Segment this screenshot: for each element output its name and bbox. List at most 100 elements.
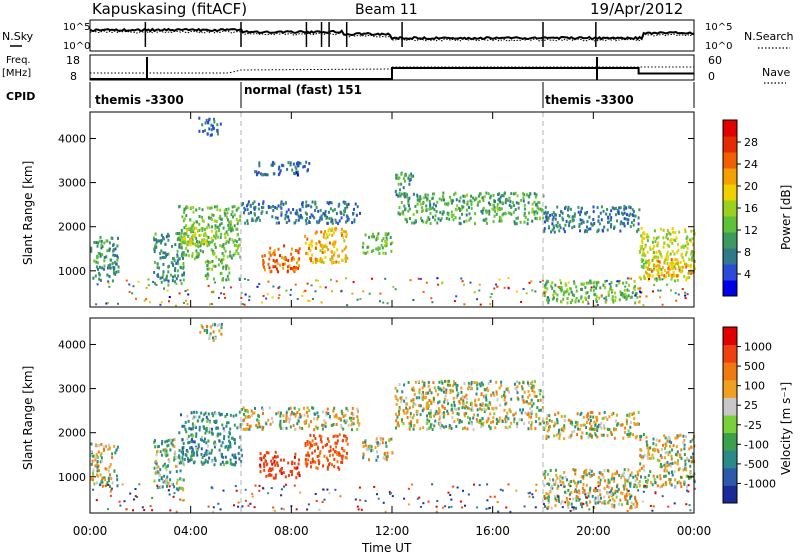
heatmap-cell-16 — [690, 271, 693, 275]
heatmap-cell-11 — [669, 464, 672, 468]
heatmap-cell-12 — [429, 204, 432, 208]
heatmap-cell-8 — [463, 426, 466, 430]
heatmap-cell-8 — [291, 247, 294, 251]
heatmap-cell-8 — [537, 399, 540, 403]
heatmap-cell-7 — [386, 451, 389, 455]
heatmap-cell-12 — [489, 196, 492, 200]
heatmap-cell-4 — [351, 406, 354, 410]
heatmap-cell-0 — [90, 462, 93, 466]
heatmap-cell-16 — [667, 265, 670, 269]
heatmap-cell-1 — [164, 466, 167, 470]
heatmap-scatter-cell — [277, 287, 280, 289]
heatmap-cell-11 — [659, 474, 662, 477]
heatmap-cell-8 — [268, 266, 271, 270]
heatmap-cell-10 — [590, 425, 593, 429]
heatmap-cell-9 — [627, 476, 630, 480]
heatmap-cell-2 — [178, 456, 181, 460]
heatmap-cell-8 — [406, 416, 409, 419]
heatmap-cell-8 — [284, 258, 287, 261]
heatmap-cell-6 — [257, 216, 260, 220]
heatmap-cell-16 — [663, 259, 666, 263]
heatmap-cell-5 — [222, 257, 225, 261]
heatmap-cell-2 — [180, 246, 183, 250]
x-axis-tick-labels: 00:00 04:00 08:00 12:00 16:00 20:00 00:00 — [73, 524, 712, 538]
heatmap-cell-14 — [605, 212, 608, 216]
heatmap-scatter-cell — [609, 499, 612, 502]
heatmap-cell-11 — [394, 189, 397, 193]
heatmap-cell-0 — [96, 473, 98, 477]
heatmap-cell-2 — [187, 459, 190, 463]
heatmap-scatter-cell — [688, 504, 691, 507]
heatmap-scatter-cell — [110, 487, 113, 490]
heatmap-cell-2 — [190, 458, 193, 462]
heatmap-cell-15 — [687, 242, 690, 246]
heatmap-cell-10 — [391, 241, 394, 245]
heatmap-cell-16 — [690, 263, 692, 267]
heatmap-cell-4 — [198, 129, 201, 133]
heatmap-cell-9 — [569, 492, 571, 496]
heatmap-cell-3 — [195, 226, 198, 230]
heatmap-cell-6 — [251, 219, 254, 222]
heatmap-cell-4 — [313, 412, 316, 416]
heatmap-cell-8 — [494, 426, 497, 430]
heatmap-cell-3 — [192, 228, 195, 232]
heatmap-cell-10 — [625, 422, 628, 426]
heatmap-cell-15 — [662, 245, 665, 249]
heatmap-cell-8 — [522, 400, 525, 404]
heatmap-scatter-cell — [267, 280, 270, 283]
heatmap-cell-4 — [285, 419, 288, 423]
heatmap-cell-12 — [403, 192, 406, 196]
heatmap-cell-2 — [220, 412, 223, 416]
heatmap-cell-10 — [380, 243, 383, 247]
heatmap-cell-8 — [536, 406, 539, 410]
heatmap-cell-2 — [185, 232, 188, 236]
heatmap-cell-6 — [292, 208, 295, 211]
heatmap-cell-6 — [242, 202, 244, 205]
heatmap-cell-11 — [684, 462, 687, 466]
heatmap-cell-2 — [234, 239, 237, 243]
heatmap-cell-6 — [347, 217, 350, 221]
heatmap-cell-12 — [510, 212, 513, 216]
heatmap-cell-2 — [203, 461, 206, 465]
heatmap-cell-11 — [400, 182, 403, 186]
heatmap-cell-1 — [170, 273, 172, 277]
heatmap-cell-9 — [567, 502, 570, 506]
heatmap-cell-9 — [618, 502, 621, 506]
heatmap-cell-8 — [495, 390, 498, 394]
heatmap-cell-2 — [225, 444, 228, 448]
heatmap-cell-8 — [293, 257, 296, 261]
heatmap-cell-4 — [308, 423, 310, 427]
heatmap-cell-15 — [659, 252, 662, 256]
heatmap-cell-8 — [470, 422, 473, 426]
heatmap-scatter-cell — [462, 489, 464, 492]
heatmap-cell-2 — [181, 215, 184, 219]
heatmap-cell-6 — [337, 222, 340, 225]
heatmap-cell-6 — [310, 205, 313, 209]
heatmap-cell-6 — [310, 213, 313, 217]
heatmap-scatter-cell — [138, 483, 141, 486]
heatmap-cell-2 — [211, 427, 213, 431]
heatmap-cell-13 — [551, 286, 554, 290]
heatmap-cell-12 — [429, 211, 432, 215]
heatmap-scatter-cell — [675, 299, 678, 302]
heatmap-cell-8 — [530, 421, 533, 425]
heatmap-cell-11 — [646, 481, 649, 485]
heatmap-cell-10 — [603, 424, 605, 428]
heatmap-cell-11 — [650, 481, 653, 485]
heatmap-cell-13 — [560, 300, 563, 304]
heatmap-cell-10 — [600, 421, 603, 425]
heatmap-cell-7 — [289, 163, 292, 167]
heatmap-cell-12 — [429, 202, 432, 206]
heatmap-cell-13 — [629, 296, 632, 299]
heatmap-cell-2 — [192, 206, 195, 209]
heatmap-cell-2 — [241, 454, 243, 457]
heatmap-cell-14 — [544, 210, 547, 214]
heatmap-cell-2 — [210, 213, 213, 217]
heatmap-cell-1 — [155, 453, 158, 457]
heatmap-cell-10 — [621, 423, 624, 427]
heatmap-cell-1 — [176, 464, 179, 468]
heatmap-scatter-cell — [224, 296, 227, 299]
heatmap-cell-4 — [350, 412, 353, 415]
heatmap-scatter-cell — [499, 488, 502, 491]
